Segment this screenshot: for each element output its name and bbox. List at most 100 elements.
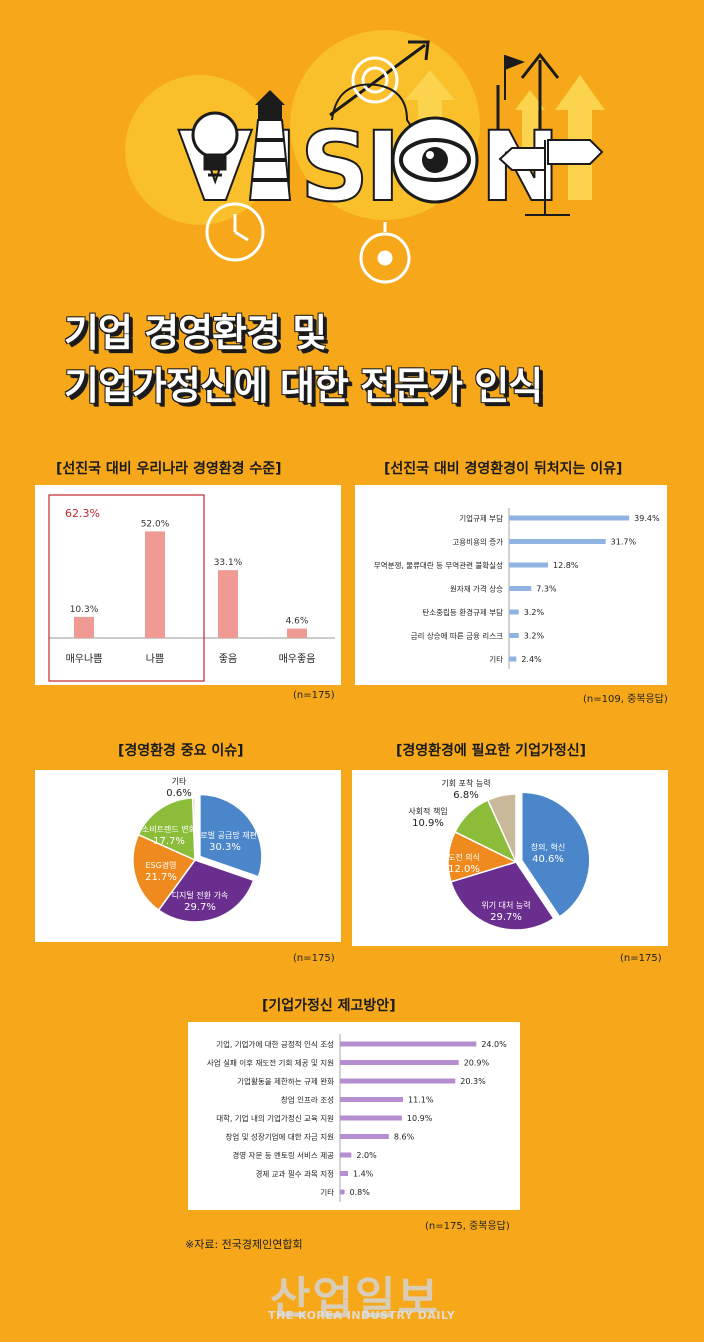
bar-value-label: 11.1% (408, 1096, 434, 1105)
slice-value-label: 30.3% (209, 842, 241, 853)
page-title-line2: 기업가정신에 대한 전문가 인식 (64, 364, 543, 408)
chart3-title: [경영환경 중요 이슈] (118, 743, 244, 759)
bar-value-label: 8.6% (394, 1133, 415, 1142)
category-label: 기타 (489, 655, 503, 664)
category-label: 원자재 가격 상승 (450, 584, 503, 594)
bar (340, 1060, 459, 1065)
chart1-panel: 10.3% 매우나쁨 52.0% 나쁨 33.1% 좋음 4.6% 매우좋음 62.3% (35, 485, 341, 685)
lightbulb-icon (191, 111, 239, 177)
category-label: 경영 자문 등 멘토링 서비스 제공 (232, 1150, 334, 1160)
bar-value-label: 2.4% (521, 655, 542, 664)
slice-value-label: 40.6% (532, 854, 564, 865)
pie-slice (486, 793, 517, 863)
slice-value-label: 17.7% (153, 836, 185, 847)
category-label: 무역분쟁, 물류대란 등 무역관련 불확실성 (374, 560, 503, 570)
slice-name-label: 디지털 전환 가속 (172, 890, 229, 900)
slice-value-label: 12.0% (448, 864, 480, 875)
chart4-title: [경영환경에 필요한 기업가정신] (396, 743, 586, 759)
lighthouse-icon (248, 90, 292, 201)
slice-name-label: 창의, 혁신 (531, 842, 566, 852)
chart2-panel: 기업규제 부담 39.4% 고용비용의 증가 31.7% 무역분쟁, 물류대란 등 무역… (355, 485, 667, 685)
improvement-chart: 기업, 기업가에 대한 긍정적 인식 조성 24.0% 사업 실패 이후 재도전 기… (207, 1034, 507, 1202)
category-label: 탄소중립등 환경규제 부담 (422, 607, 503, 617)
category-label: 매우좋음 (279, 653, 316, 665)
bar (218, 570, 238, 638)
chart5-panel: 기업, 기업가에 대한 긍정적 인식 조성 24.0% 사업 실패 이후 재도전 기… (188, 1022, 520, 1210)
clock-icon (205, 202, 265, 262)
bar (509, 539, 606, 544)
highlight-box (48, 494, 205, 682)
source-note: ※자료: 전국경제인연합회 (185, 1238, 303, 1251)
bar-value-label: 52.0% (141, 519, 170, 529)
target-icon (351, 56, 399, 104)
pie-slice (199, 793, 263, 878)
bar (340, 1134, 389, 1139)
bar-value-label: 7.3% (536, 585, 557, 594)
slice-value-label: 29.7% (184, 902, 216, 913)
vision-illustration: V I S I N (125, 30, 605, 284)
env-level-chart: 10.3% 매우나쁨 52.0% 나쁨 33.1% 좋음 4.6% 매우좋음 62.3% (48, 494, 335, 682)
slice-value-label: 29.7% (490, 912, 522, 923)
chart3-panel: 글로벌 공급망 재편 30.3% 디지털 전환 가속 29.7% ESG경영 21.7% 소… (35, 770, 341, 942)
category-label: 매우나쁨 (66, 653, 103, 665)
slice-name-label: 사회적 책임 (408, 806, 447, 816)
category-label: 창업 및 성장기업에 대한 자금 지원 (225, 1132, 334, 1142)
bar (509, 656, 517, 662)
bar (509, 586, 532, 591)
bar-value-label: 0.8% (350, 1188, 371, 1197)
bar (509, 609, 519, 615)
category-label: 기업규제 부담 (459, 513, 503, 523)
pie-slice (157, 859, 255, 923)
category-label: 기타 (320, 1188, 334, 1197)
footer-logo: 산업일보 (270, 1273, 440, 1324)
bar (509, 515, 630, 521)
pie-slice (137, 797, 196, 862)
needed-spirit-chart: 창의, 혁신 40.6% 위기 대처 능력 29.7% 도전 의식 12.0% 사회적 책임… (408, 778, 591, 931)
bar (340, 1189, 345, 1195)
slice-name-label: 위기 대처 능력 (481, 900, 530, 910)
bar (340, 1097, 404, 1102)
eye-icon (391, 116, 479, 204)
chart4-note: (n=175) (620, 953, 662, 964)
chart1-title: [선진국 대비 우리나라 경영환경 수준] (56, 461, 282, 477)
slice-value-label: 10.9% (412, 818, 444, 829)
bar (287, 628, 307, 638)
bar-value-label: 20.3% (460, 1077, 486, 1086)
lag-reasons-chart: 기업규제 부담 39.4% 고용비용의 증가 31.7% 무역분쟁, 물류대란 등 무역… (374, 508, 660, 669)
pie-slice (450, 861, 555, 931)
bar-value-label: 1.4% (353, 1170, 374, 1179)
category-label: 대학, 기업 내의 기업가정신 교육 지원 (216, 1113, 334, 1123)
category-label: 경제 교과 필수 과목 지정 (255, 1169, 334, 1179)
svg-text:N: N (480, 111, 560, 223)
compass-icon (359, 222, 411, 284)
bar (340, 1041, 477, 1047)
bar (509, 562, 549, 568)
slice-value-label: 21.7% (145, 872, 177, 883)
category-label: 고용비용의 증가 (452, 537, 503, 547)
chart2-title: [선진국 대비 경영환경이 뒤처지는 이유] (384, 461, 623, 477)
chart4-panel: 창의, 혁신 40.6% 위기 대처 능력 29.7% 도전 의식 12.0% 사회적 책임… (352, 770, 668, 946)
category-label: 기업, 기업가에 대한 긍정적 인식 조성 (216, 1039, 334, 1049)
slice-name-label: ESG경영 (145, 860, 176, 870)
category-label: 기업활동을 제한하는 규제 완화 (237, 1076, 334, 1086)
bar (340, 1115, 402, 1121)
bar (509, 633, 519, 638)
bar (340, 1171, 348, 1176)
chart1-note: (n=175) (293, 690, 335, 701)
chart5-note: (n=175, 중복응답) (425, 1221, 510, 1232)
bar-value-label: 39.4% (634, 514, 660, 523)
bar-value-label: 10.9% (407, 1114, 433, 1123)
bar-value-label: 2.0% (356, 1151, 377, 1160)
chart2-note: (n=109, 중복응답) (583, 694, 668, 705)
bar (145, 531, 165, 638)
pie-slice (191, 797, 196, 861)
category-label: 나쁨 (146, 653, 164, 665)
highlight-total-label: 62.3% (65, 507, 100, 520)
slice-name-label: 글로벌 공급망 재편 (193, 830, 257, 840)
svg-text:S: S (300, 111, 369, 223)
signpost-icon (498, 139, 604, 216)
pie-slice (520, 791, 591, 918)
slice-value-label: 6.8% (453, 790, 478, 801)
bar (340, 1078, 456, 1084)
bar (74, 616, 94, 638)
